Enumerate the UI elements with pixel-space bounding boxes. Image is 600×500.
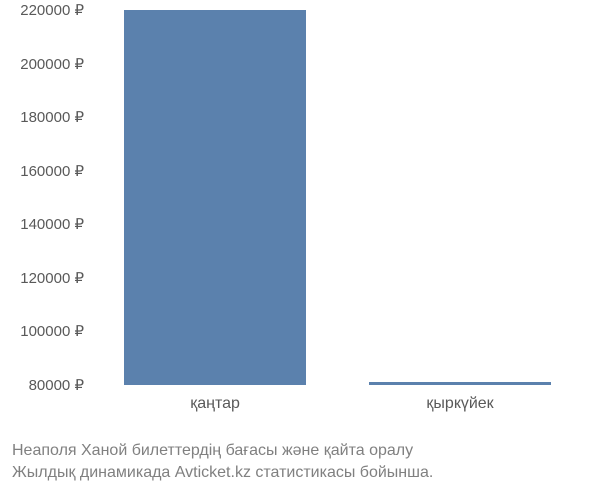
y-tick-label: 120000 ₽ [20,269,84,287]
bar [124,10,305,385]
chart-caption: Неаполя Ханой билеттердің бағасы және қа… [12,440,594,483]
y-tick-label: 180000 ₽ [20,108,84,126]
x-tick-label: қаңтар [190,395,240,413]
x-tick-label: қыркүйек [426,395,493,413]
caption-line-1: Неаполя Ханой билеттердің бағасы және қа… [12,440,594,462]
caption-line-2: Жылдық динамикада Avticket.kz статистика… [12,462,594,484]
y-tick-label: 160000 ₽ [20,162,84,180]
bar [369,382,550,385]
y-tick-label: 140000 ₽ [20,215,84,233]
y-tick-label: 220000 ₽ [20,1,84,19]
price-bar-chart: 80000 ₽ 100000 ₽ 120000 ₽ 140000 ₽ 160000 ₽ 1… [0,0,600,500]
y-tick-label: 80000 ₽ [29,376,84,394]
plot-area [95,10,585,385]
y-tick-label: 200000 ₽ [20,55,84,73]
y-tick-label: 100000 ₽ [20,322,84,340]
